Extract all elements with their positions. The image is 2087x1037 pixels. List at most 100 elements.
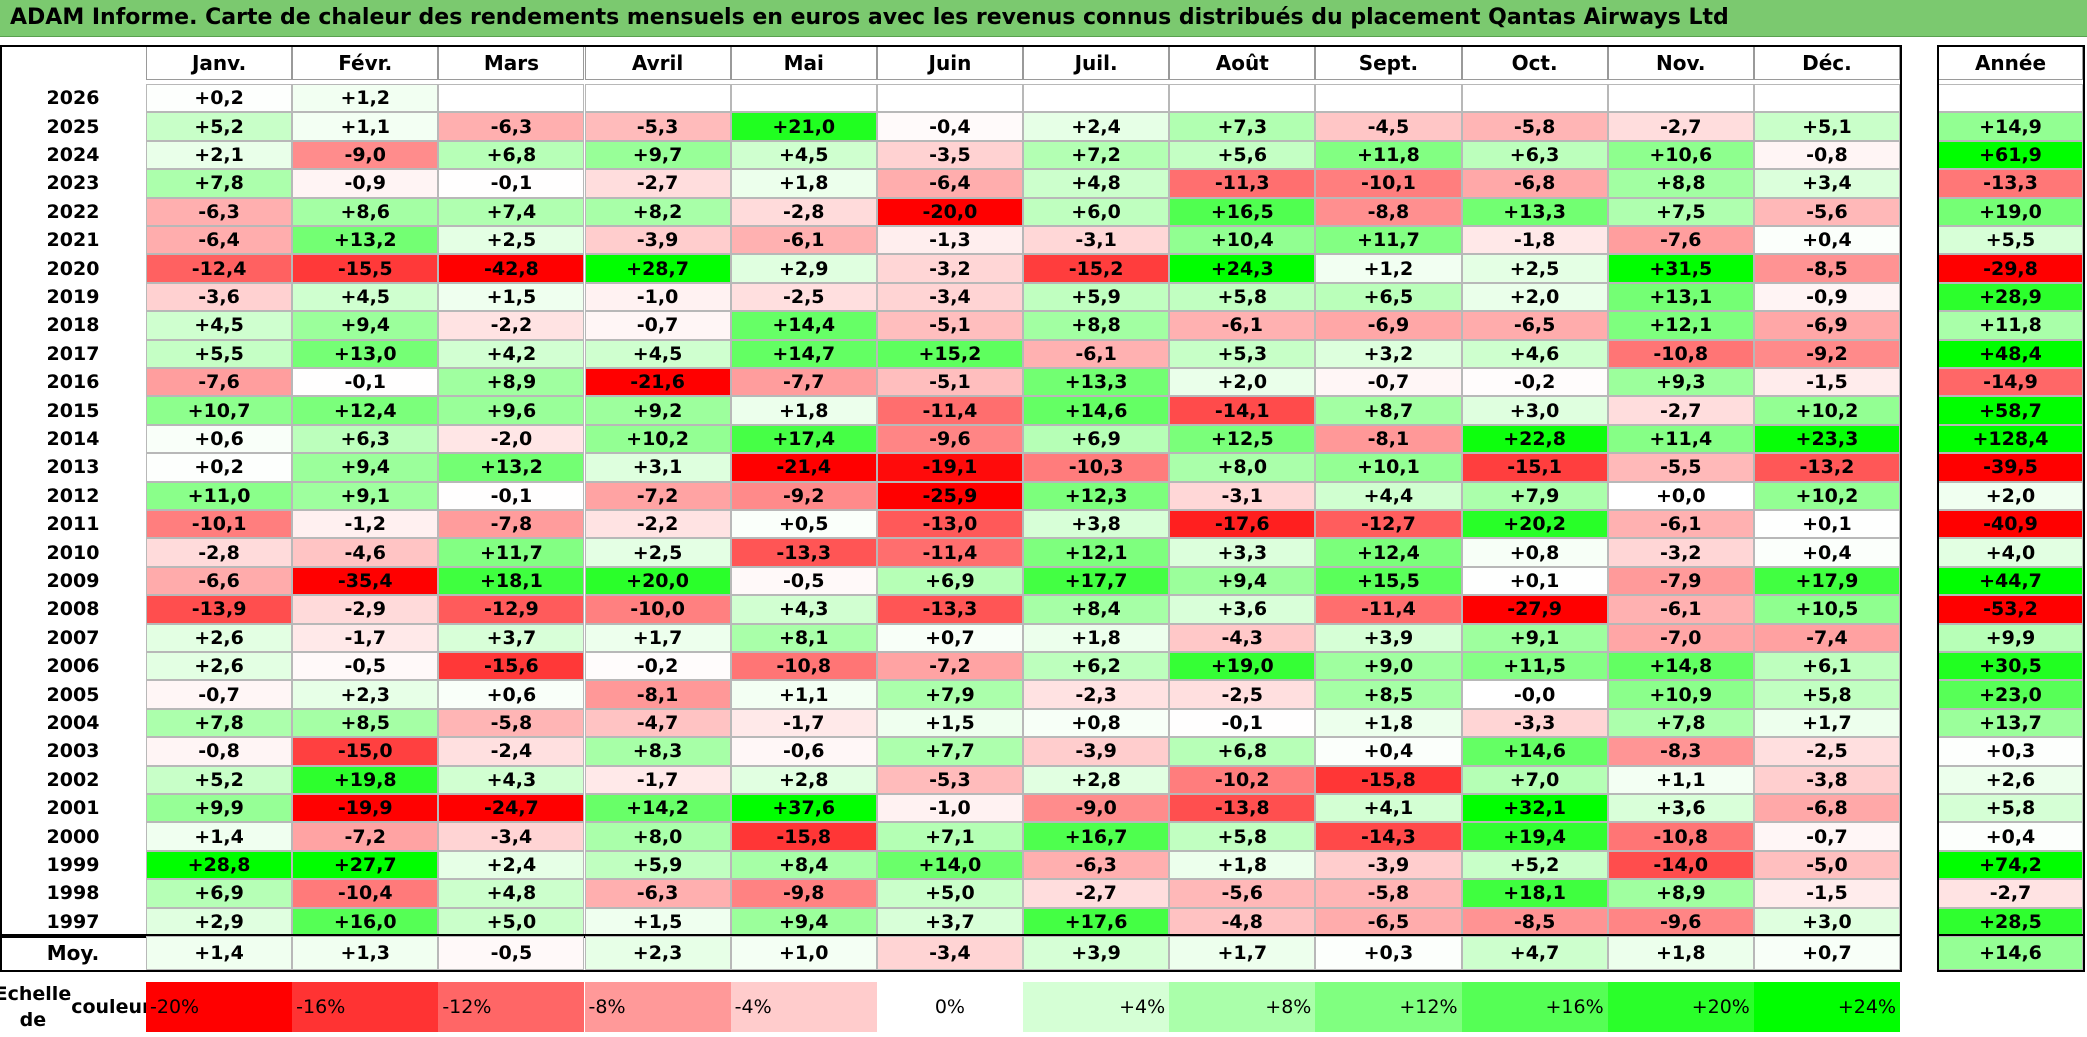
heatmap-cell: +2,9 [146,907,293,936]
heatmap-cell: -15,6 [438,652,585,681]
heatmap-cell: -15,1 [1461,453,1608,482]
heatmap-cell: -42,8 [438,254,585,283]
heatmap-cell: +12,1 [1023,538,1170,567]
heatmap-cell: +12,3 [1023,481,1170,510]
heatmap-cell: -13,3 [876,595,1023,624]
heatmap-cell: -0,9 [292,169,439,198]
heatmap-cell: +4,8 [1023,169,1170,198]
heatmap-cell: -14,3 [1315,822,1462,851]
heatmap-cell: +3,6 [1607,794,1754,823]
heatmap-cell: +1,8 [1315,708,1462,738]
month-header: Janv. [146,45,293,80]
color-scale-step: +8% [1169,982,1316,1032]
heatmap-cell: -5,5 [1607,453,1754,482]
month-header: Juil. [1023,45,1170,80]
heatmap-cell: +5,9 [584,850,731,880]
heatmap-cell: -14,0 [1607,850,1754,880]
heatmap-cell: -2,5 [730,282,877,312]
heatmap-cell: +14,2 [584,794,731,823]
heatmap-cell: +4,2 [438,339,585,368]
heatmap-cell: -13,3 [730,538,877,567]
heatmap-cell: +3,1 [584,453,731,482]
annual-cell: -39,5 [1938,453,2083,482]
heatmap-cell: +1,1 [292,112,439,141]
heatmap-cell: -3,4 [438,822,585,851]
heatmap-cell: -3,4 [876,282,1023,312]
heatmap-cell: +6,9 [1023,424,1170,454]
heatmap-cell: +16,5 [1169,197,1316,226]
heatmap-cell: -0,7 [584,311,731,340]
heatmap-cell: +15,5 [1315,566,1462,596]
heatmap-cell: +20,2 [1461,510,1608,539]
heatmap-cell: +5,8 [1753,680,1901,709]
heatmap-cell: +8,7 [1315,396,1462,425]
annual-cell: +23,0 [1938,680,2083,709]
heatmap-cell: +8,9 [438,368,585,397]
heatmap-cell: +23,3 [1753,424,1901,454]
heatmap-cell: -7,9 [1607,566,1754,596]
average-cell: +1,8 [1607,936,1754,970]
heatmap-cell: -3,1 [1023,226,1170,255]
annual-cell: +13,7 [1938,708,2083,738]
heatmap-cell: +2,8 [1023,765,1170,794]
heatmap-cell: +18,1 [1461,879,1608,908]
heatmap-cell: +14,7 [730,339,877,368]
heatmap-cell: +4,4 [1315,481,1462,510]
heatmap-cell: +22,8 [1461,424,1608,454]
heatmap-cell: +0,2 [146,453,293,482]
heatmap-cell: +5,6 [1169,140,1316,170]
annual-cell: +11,8 [1938,311,2083,340]
heatmap-cell: -0,0 [1461,680,1608,709]
heatmap-cell: -9,0 [292,140,439,170]
heatmap-cell: +4,8 [438,879,585,908]
year-label: 1999 [46,853,100,876]
heatmap-cell: +8,6 [292,197,439,226]
heatmap-cell: -13,8 [1169,794,1316,823]
heatmap-cell: -21,4 [730,453,877,482]
heatmap-cell: -15,0 [292,737,439,766]
heatmap-cell: -2,7 [584,169,731,198]
heatmap-cell: +6,3 [292,424,439,454]
heatmap-cell: -12,9 [438,595,585,624]
heatmap-cell: +4,5 [292,282,439,312]
heatmap-cell: +14,0 [876,850,1023,880]
heatmap-cell: -1,5 [1753,879,1901,908]
month-header: Août [1169,45,1316,80]
heatmap-cell: -0,1 [292,368,439,397]
heatmap-cell: -2,8 [146,538,293,567]
color-scale-label-line2: couleur [71,996,152,1018]
heatmap-cell: +24,3 [1169,254,1316,283]
heatmap-cell: +7,8 [146,169,293,198]
year-label: 2021 [46,229,100,252]
color-scale-label-line1: Echelle de [0,983,72,1031]
heatmap-cell: +3,0 [1461,396,1608,425]
heatmap-cell: -13,0 [876,510,1023,539]
heatmap-cell: -0,9 [1753,282,1901,312]
heatmap-cell: -10,0 [584,595,731,624]
heatmap-cell: +9,3 [1607,368,1754,397]
heatmap-cell: -6,1 [1607,595,1754,624]
heatmap-cell: +19,4 [1461,822,1608,851]
heatmap-cell: +13,3 [1461,197,1608,226]
heatmap-cell: -6,3 [1023,850,1170,880]
heatmap-cell: -13,9 [146,595,293,624]
color-scale-step: -4% [730,982,877,1032]
heatmap-cell: -3,2 [1607,538,1754,567]
heatmap-cell: -6,6 [146,566,293,596]
annual-cell: +2,6 [1938,765,2083,794]
heatmap-cell: +8,5 [292,708,439,738]
year-label: 2013 [46,456,100,479]
annual-cell: +30,5 [1938,652,2083,681]
heatmap-cell: +1,7 [1753,708,1901,738]
heatmap-cell: +13,3 [1023,368,1170,397]
heatmap-cell: +10,4 [1169,226,1316,255]
heatmap-cell: -3,9 [584,226,731,255]
heatmap-cell: -1,7 [292,623,439,652]
heatmap-cell: -3,8 [1753,765,1901,794]
heatmap-cell: +10,9 [1607,680,1754,709]
heatmap-cell: -27,9 [1461,595,1608,624]
year-label: 1998 [46,882,100,905]
heatmap-cell: +5,0 [876,879,1023,908]
heatmap-cell: +9,9 [146,794,293,823]
heatmap-cell: -2,7 [1607,112,1754,141]
